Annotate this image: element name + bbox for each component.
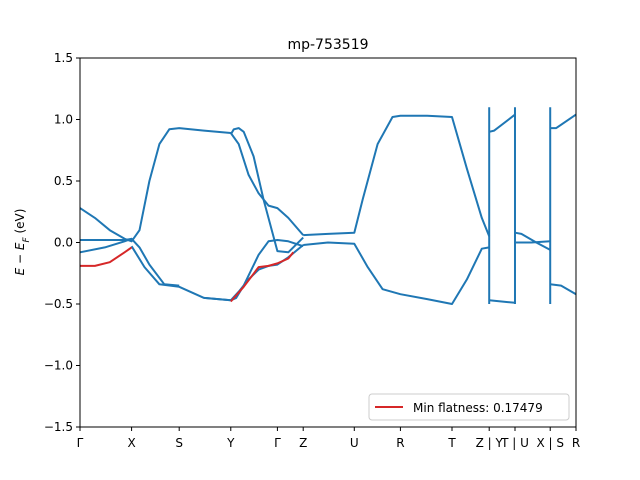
y-tick-label: −1.0 (44, 359, 73, 373)
plot-area-frame (79, 57, 577, 428)
band-line (79, 237, 180, 287)
x-tick-label: T | U (500, 436, 529, 450)
y-ticks: −1.5 −1.0 −0.5 0.0 0.5 1.0 1.5 (44, 51, 80, 434)
band-line (489, 299, 516, 304)
band-line (515, 240, 551, 244)
band-line (229, 127, 304, 254)
x-tick-label: U (350, 436, 359, 450)
x-tick-label: Y (226, 436, 235, 450)
band-line (550, 113, 577, 130)
band-line (79, 127, 304, 243)
x-tick-label: Γ (274, 436, 281, 450)
band-line (514, 231, 551, 251)
band-line (203, 239, 304, 302)
band-line (303, 114, 491, 237)
legend-label: Min flatness: 0.17479 (413, 401, 543, 415)
x-tick-label: R (572, 436, 580, 450)
y-tick-label: 1.0 (54, 113, 73, 127)
y-tick-label: 0.5 (54, 174, 73, 188)
legend-box (368, 393, 570, 421)
y-tick-label: −1.5 (44, 420, 73, 434)
kpoint-lines (488, 107, 552, 304)
x-ticks: Γ X S Y Γ Z U R T Z | YT | U X | S R (77, 427, 580, 450)
y-tick-label: 0.0 (54, 236, 73, 250)
band-line (80, 246, 133, 267)
x-tick-label: R (396, 436, 404, 450)
band-lines (79, 113, 577, 305)
legend: Min flatness: 0.17479 (368, 393, 570, 421)
y-axis-label: E − EF (eV) (13, 209, 32, 276)
y-tick-label: 1.5 (54, 51, 73, 65)
x-tick-label: X | S (536, 436, 564, 450)
y-tick-label: −0.5 (44, 297, 73, 311)
band-line (550, 283, 577, 296)
band-line (230, 251, 295, 303)
x-tick-label: Γ (77, 436, 84, 450)
band-line (303, 241, 490, 305)
x-tick-label: Z (299, 436, 307, 450)
band-line (488, 113, 516, 133)
x-tick-label: Z | Y (476, 436, 504, 450)
x-tick-label: T (447, 436, 456, 450)
band-line (130, 244, 304, 302)
x-tick-label: X (127, 436, 135, 450)
x-tick-label: S (175, 436, 183, 450)
chart-title: mp-753519 (287, 37, 368, 53)
